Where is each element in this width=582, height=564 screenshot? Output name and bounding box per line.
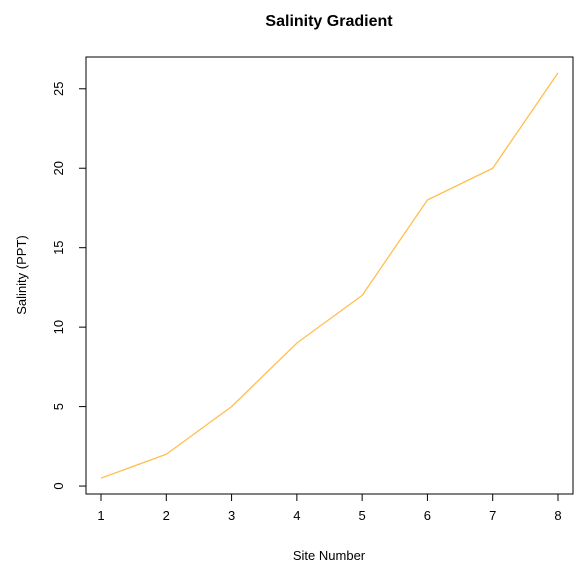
- x-tick-label: 4: [293, 508, 300, 523]
- series-layer: [100, 72, 559, 479]
- x-tick-label: 3: [228, 508, 235, 523]
- y-tick-label: 5: [51, 403, 66, 410]
- y-tick-label: 25: [51, 82, 66, 96]
- y-tick-label: 10: [51, 320, 66, 334]
- x-axis-title: Site Number: [293, 548, 366, 563]
- x-tick-label: 8: [554, 508, 561, 523]
- x-tick-label: 2: [163, 508, 170, 523]
- x-tick-label: 5: [359, 508, 366, 523]
- y-tick-label: 20: [51, 161, 66, 175]
- x-axis: 1 2 3 4 5 6 7 8: [97, 493, 562, 523]
- x-tick-label: 6: [424, 508, 431, 523]
- x-tick-label: 7: [489, 508, 496, 523]
- y-tick-label: 0: [51, 482, 66, 489]
- plot-frame: [85, 56, 574, 495]
- chart-title: Salinity Gradient: [265, 13, 393, 30]
- x-tick-label: 1: [97, 508, 104, 523]
- y-axis: 0 5 10 15 20 25: [51, 82, 87, 490]
- y-tick-label: 15: [51, 240, 66, 254]
- y-axis-title: Salinity (PPT): [14, 235, 29, 314]
- series-line: [100, 72, 559, 479]
